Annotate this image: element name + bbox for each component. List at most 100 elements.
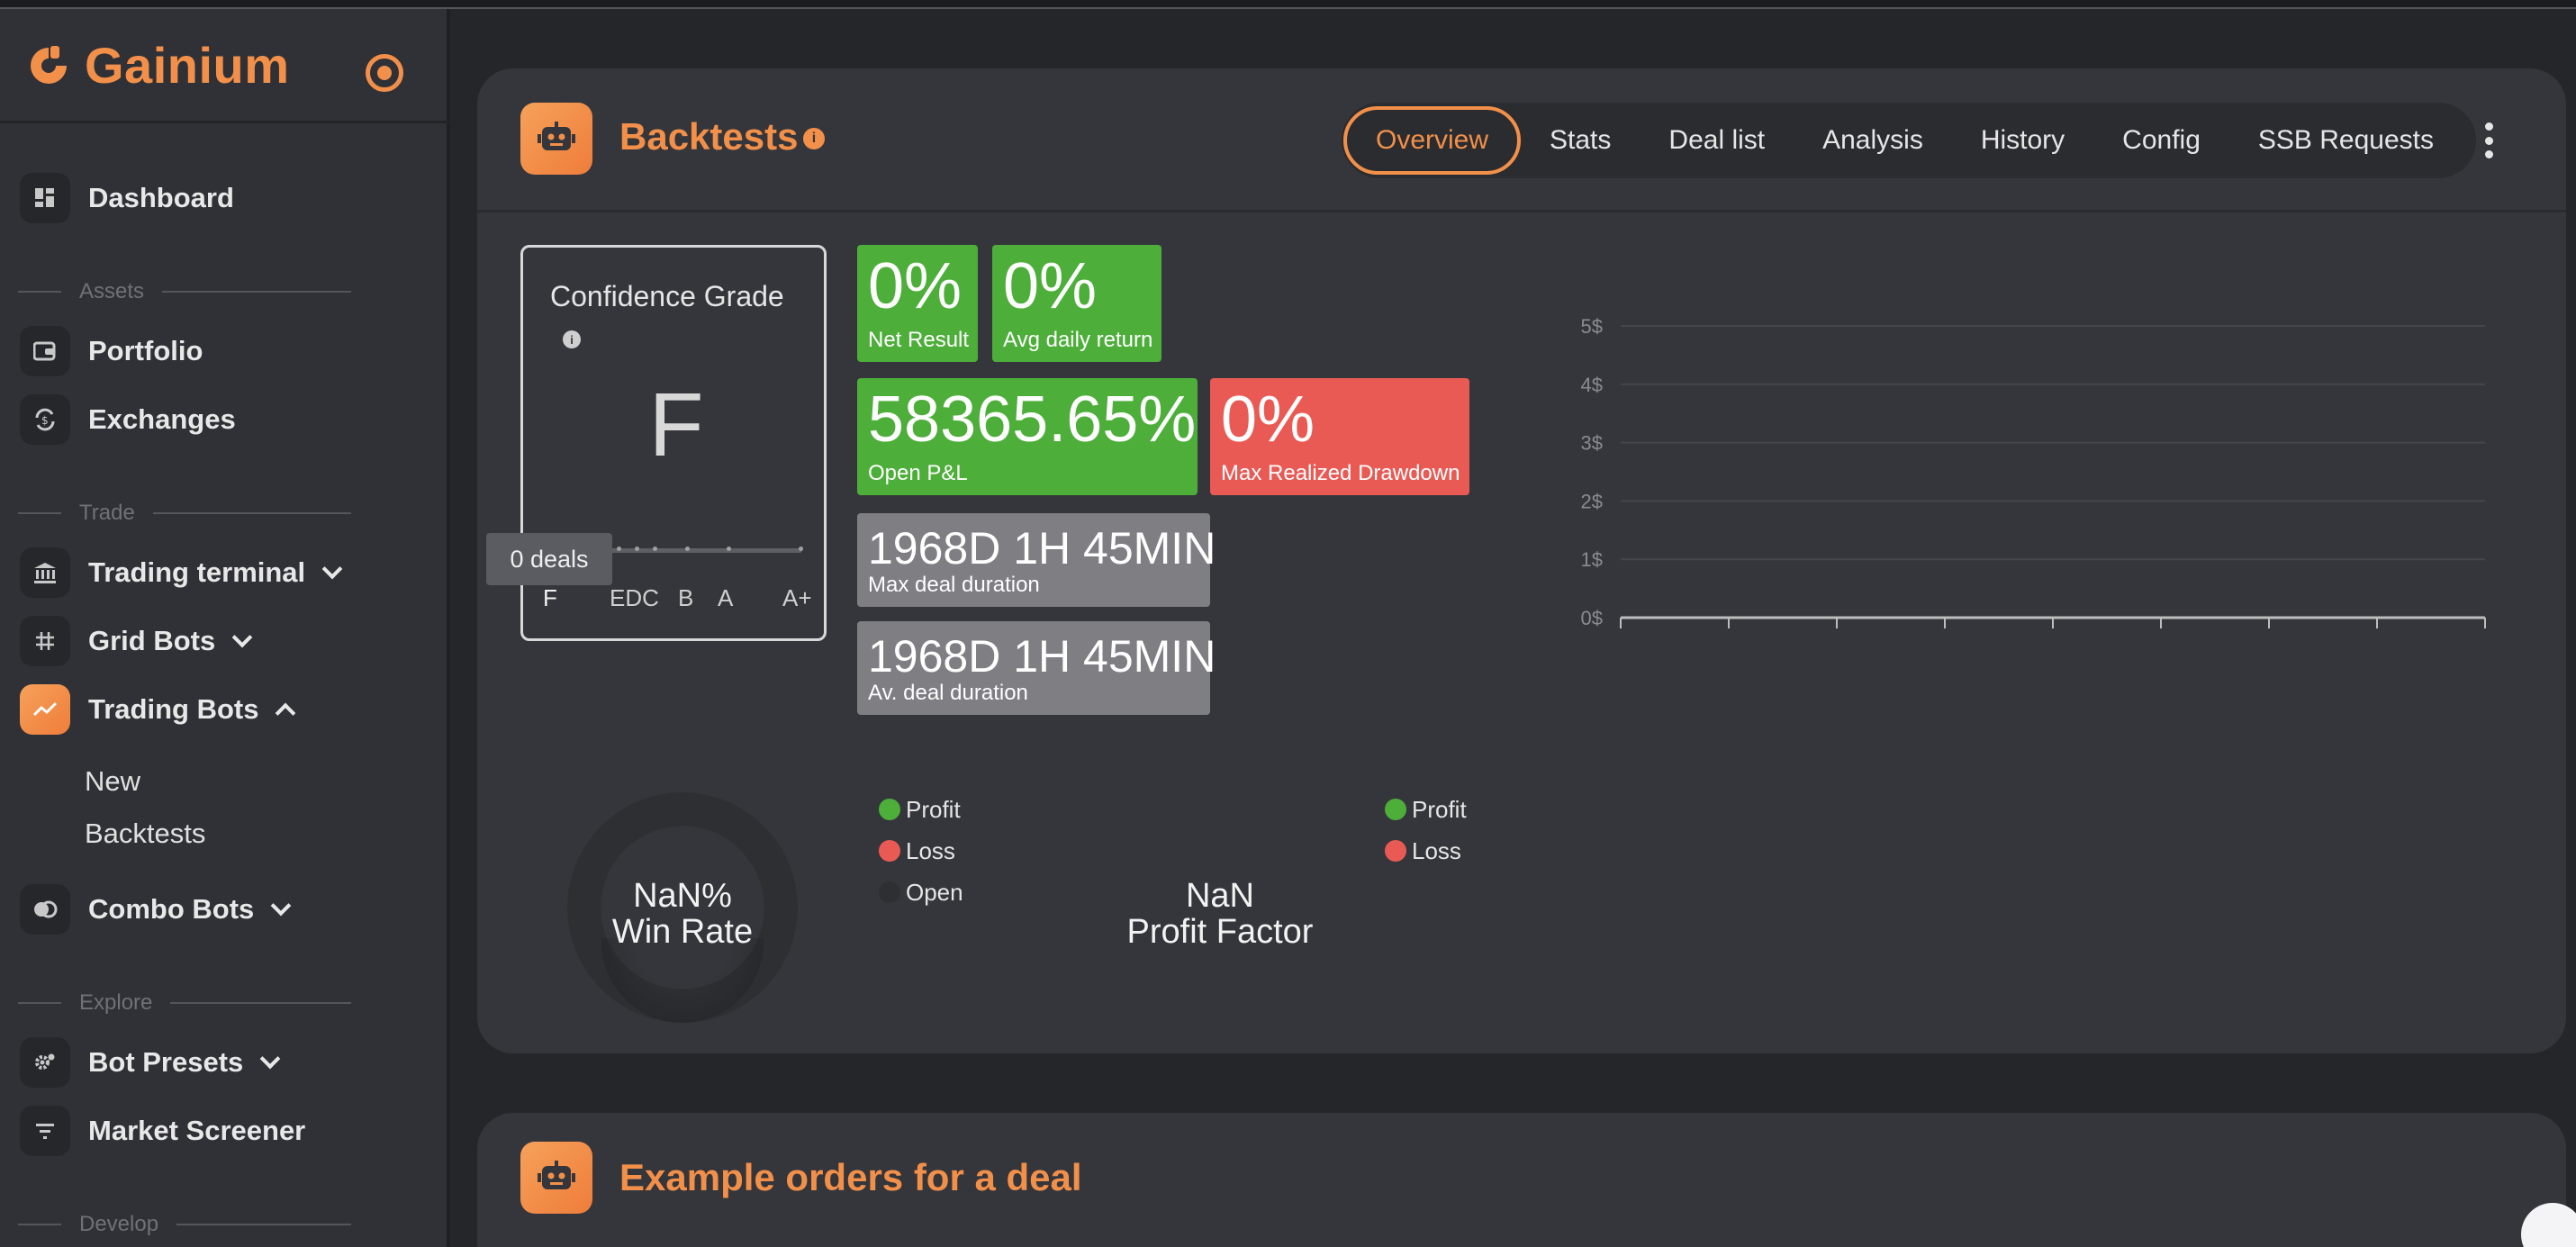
section-title: Example orders for a deal	[619, 1156, 1082, 1198]
win-rate-text: NaN% Win Rate	[567, 877, 798, 951]
max-drawdown-tile: 0% Max Realized Drawdown	[1210, 378, 1469, 495]
section-label: Develop	[79, 1212, 159, 1236]
sidebar-item-grid-bots[interactable]: Grid Bots	[20, 614, 253, 668]
win-rate-legend: Profit Loss Open	[879, 789, 963, 913]
scale-label: EDC	[610, 584, 659, 611]
info-icon[interactable]: i	[803, 128, 825, 149]
sidebar-item-label: Grid Bots	[88, 625, 216, 656]
combo-icon	[20, 884, 70, 935]
legend-label: Loss	[1412, 836, 1461, 864]
slider-dot	[799, 547, 803, 551]
wallet-icon	[20, 326, 70, 376]
max-duration-value: 1968D 1H 45MIN	[868, 523, 1216, 574]
tab-stats[interactable]: Stats	[1550, 125, 1612, 155]
sidebar-item-trading-bots[interactable]: Trading Bots	[20, 682, 296, 736]
trend-icon	[20, 684, 70, 735]
sidebar-item-label: Bot Presets	[88, 1046, 244, 1078]
max-drawdown-value: 0%	[1221, 384, 1315, 456]
exchange-icon: $	[20, 394, 70, 445]
pnl-chart: 0$ 1$ 2$ 3$ 4$ 5$	[1581, 315, 2486, 629]
gear-icon	[20, 1037, 70, 1088]
robot-icon	[520, 1142, 592, 1214]
record-icon[interactable]	[366, 54, 403, 92]
window-top-border	[0, 0, 2576, 9]
section-develop: Develop	[18, 1212, 351, 1237]
avg-deal-duration-tile: 1968D 1H 45MIN Av. deal duration	[857, 621, 1216, 715]
legend-item-loss[interactable]: Loss	[879, 830, 963, 872]
sidebar-item-label: Dashboard	[88, 182, 234, 213]
max-deal-duration-tile: 1968D 1H 45MIN Max deal duration	[857, 513, 1216, 607]
tab-bar: Overview Stats Deal list Analysis Histor…	[1342, 103, 2476, 178]
robot-icon	[520, 103, 592, 175]
legend-item-profit[interactable]: Profit	[1385, 789, 1467, 830]
avg-daily-label: Avg daily return	[1003, 328, 1153, 352]
section-trade: Trade	[18, 501, 351, 526]
tab-history[interactable]: History	[1980, 125, 2065, 155]
deals-tooltip: 0 deals	[486, 533, 612, 585]
section-assets: Assets	[18, 279, 351, 304]
slider-dot	[727, 547, 731, 551]
avg-duration-label: Av. deal duration	[868, 681, 1028, 705]
avg-daily-value: 0%	[1003, 250, 1098, 322]
sidebar-item-combo-bots[interactable]: Combo Bots	[20, 882, 292, 936]
max-duration-label: Max deal duration	[868, 573, 1040, 597]
tab-deal-list[interactable]: Deal list	[1668, 125, 1766, 155]
y-tick-label: 0$	[1581, 607, 1603, 629]
sidebar-item-market-screener[interactable]: Market Screener	[20, 1104, 305, 1158]
sidebar-subitem-backtests[interactable]: Backtests	[85, 818, 206, 849]
tab-config[interactable]: Config	[2122, 125, 2201, 155]
y-tick-label: 3$	[1581, 432, 1603, 455]
slider-dot	[635, 547, 639, 551]
scale-label: B	[678, 584, 694, 611]
filter-icon	[20, 1106, 70, 1156]
example-orders-panel: Example orders for a deal	[477, 1113, 2566, 1247]
profit-factor-value: NaN	[1185, 877, 1255, 915]
avg-daily-return-tile: 0% Avg daily return	[992, 245, 1161, 362]
gainium-logo-icon	[25, 42, 72, 89]
chevron-up-icon[interactable]	[276, 702, 296, 724]
profit-factor-text: NaN Profit Factor	[1071, 877, 1369, 951]
net-result-label: Net Result	[868, 328, 970, 352]
y-tick-label: 2$	[1581, 490, 1603, 512]
sidebar-item-dashboard[interactable]: Dashboard	[20, 171, 234, 225]
logo[interactable]: Gainium	[25, 36, 290, 95]
chevron-down-icon[interactable]	[321, 558, 343, 580]
win-rate-value: NaN%	[633, 877, 732, 915]
sidebar-item-portfolio[interactable]: Portfolio	[20, 324, 203, 378]
tab-analysis[interactable]: Analysis	[1822, 125, 1923, 155]
net-result-tile: 0% Net Result	[857, 245, 978, 362]
slider-dot	[617, 547, 621, 551]
hash-icon	[20, 616, 70, 666]
tab-ssb-requests[interactable]: SSB Requests	[2257, 125, 2434, 155]
section-label: Explore	[79, 990, 153, 1015]
sidebar-item-trading-terminal[interactable]: Trading terminal	[20, 546, 343, 600]
legend-item-open[interactable]: Open	[879, 872, 963, 913]
more-menu-icon[interactable]	[2483, 122, 2494, 158]
panel-header: Backtests i Overview Stats Deal list Ana…	[477, 68, 2566, 212]
chevron-down-icon[interactable]	[259, 1048, 281, 1070]
y-tick-label: 5$	[1581, 315, 1603, 338]
section-label: Trade	[79, 501, 135, 525]
open-pnl-label: Open P&L	[868, 461, 968, 485]
legend-label: Open	[906, 878, 963, 906]
legend-label: Profit	[1412, 795, 1467, 823]
sidebar-item-bot-presets[interactable]: Bot Presets	[20, 1035, 281, 1089]
sidebar: Gainium Dashboard Assets Portfolio $ Exc…	[0, 9, 450, 1247]
legend-label: Profit	[906, 795, 961, 823]
scale-label: A+	[782, 584, 812, 611]
backtests-panel: Backtests i Overview Stats Deal list Ana…	[477, 68, 2566, 1053]
sidebar-subitem-new[interactable]: New	[85, 765, 141, 797]
section-explore: Explore	[18, 990, 351, 1016]
tab-overview[interactable]: Overview	[1343, 106, 1522, 175]
sidebar-item-exchanges[interactable]: $ Exchanges	[20, 393, 236, 447]
info-icon[interactable]: i	[563, 330, 581, 348]
sidebar-item-label: Combo Bots	[88, 893, 255, 925]
legend-item-profit[interactable]: Profit	[879, 789, 963, 830]
net-result-value: 0%	[868, 250, 963, 322]
confidence-grade: F	[648, 375, 704, 475]
page-title: Backtests	[619, 115, 799, 158]
win-rate-label: Win Rate	[611, 912, 754, 951]
chevron-down-icon[interactable]	[231, 627, 253, 648]
legend-item-loss[interactable]: Loss	[1385, 830, 1467, 872]
chevron-down-icon[interactable]	[270, 895, 292, 917]
